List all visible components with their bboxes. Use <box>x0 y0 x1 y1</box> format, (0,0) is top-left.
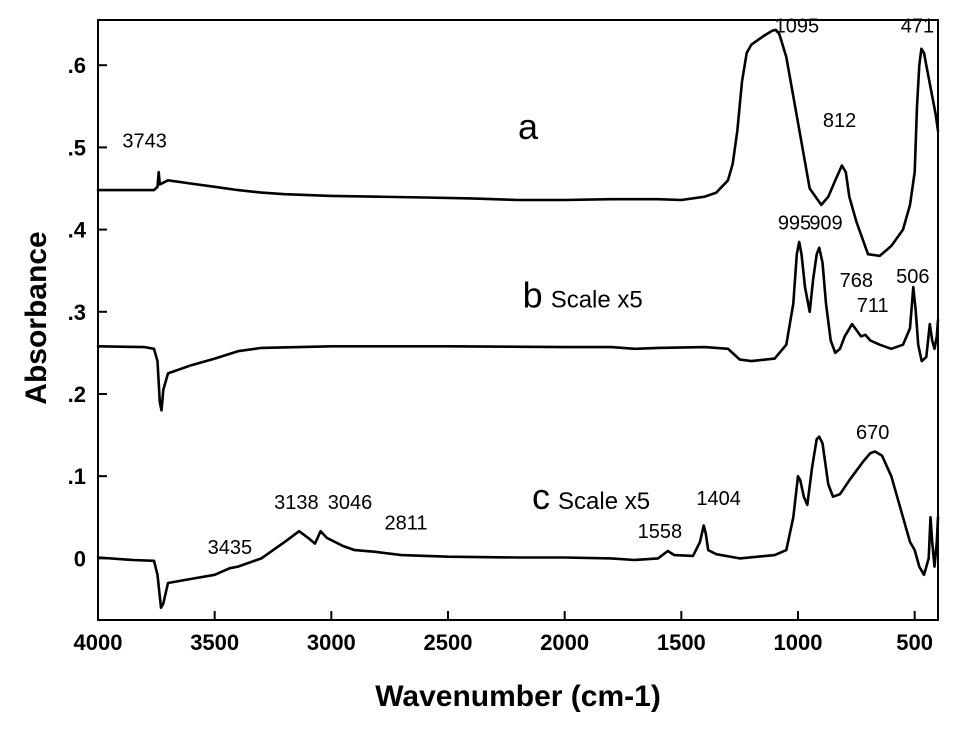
y-tick-label: .5 <box>68 135 86 160</box>
peak-label: 670 <box>856 422 889 444</box>
x-tick-label: 1000 <box>774 630 823 655</box>
peak-label: 3435 <box>208 537 253 559</box>
peak-label: 1095 <box>775 15 820 37</box>
peak-label: 3743 <box>122 130 167 152</box>
peak-label: 1558 <box>638 521 683 543</box>
curve-labels: a b Scale x5 c Scale x5 <box>518 106 650 517</box>
peak-label: 3138 <box>274 492 319 514</box>
peak-label: 1404 <box>696 488 741 510</box>
curve-scale-note: Scale x5 <box>558 488 650 515</box>
y-tick-label: 0 <box>74 546 86 571</box>
peak-label: 3046 <box>328 492 373 514</box>
y-tick-label: .2 <box>68 382 86 407</box>
spectrum-line-c <box>96 435 940 609</box>
x-tick-label: 3500 <box>190 630 239 655</box>
peak-label: 711 <box>857 295 889 317</box>
y-tick-label: .1 <box>68 464 86 489</box>
x-axis-title: Wavenumber (cm-1) <box>375 680 661 713</box>
curve-label-c: c Scale x5 <box>532 476 650 517</box>
curve-letter-a: a <box>518 106 539 147</box>
y-axis-title: Absorbance <box>20 231 53 404</box>
curve-scale-note: Scale x5 <box>551 287 643 314</box>
x-tick-label: 500 <box>896 630 933 655</box>
peak-label: 2811 <box>384 513 427 535</box>
x-tick-label: 2500 <box>424 630 473 655</box>
spectra <box>96 28 940 609</box>
peak-label: 909 <box>809 213 842 235</box>
peak-label: 506 <box>896 266 929 288</box>
curve-label-b: b Scale x5 <box>523 275 643 316</box>
y-tick-label: .3 <box>68 300 86 325</box>
y-tick-label: .4 <box>68 218 87 243</box>
curve-letter-c: c <box>532 476 550 517</box>
curve-letter-b: b <box>523 275 543 316</box>
x-tick-label: 3000 <box>307 630 356 655</box>
x-tick-label: 2000 <box>540 630 589 655</box>
x-axis-ticks: 4000 3500 3000 2500 2000 1500 1000 500 <box>74 611 933 655</box>
y-tick-label: .6 <box>68 53 86 78</box>
y-axis-ticks: 0 .1 .2 .3 .4 .5 .6 <box>68 53 107 571</box>
x-tick-label: 4000 <box>74 630 123 655</box>
peak-label: 812 <box>823 110 856 132</box>
peak-label: 995 <box>778 213 811 235</box>
peak-label: 768 <box>840 270 873 292</box>
x-tick-label: 1500 <box>657 630 706 655</box>
spectrum-line-b <box>96 240 940 412</box>
spectrum-line-a <box>96 28 940 258</box>
peak-label: 471 <box>901 15 934 37</box>
curve-label-a: a <box>518 106 539 147</box>
